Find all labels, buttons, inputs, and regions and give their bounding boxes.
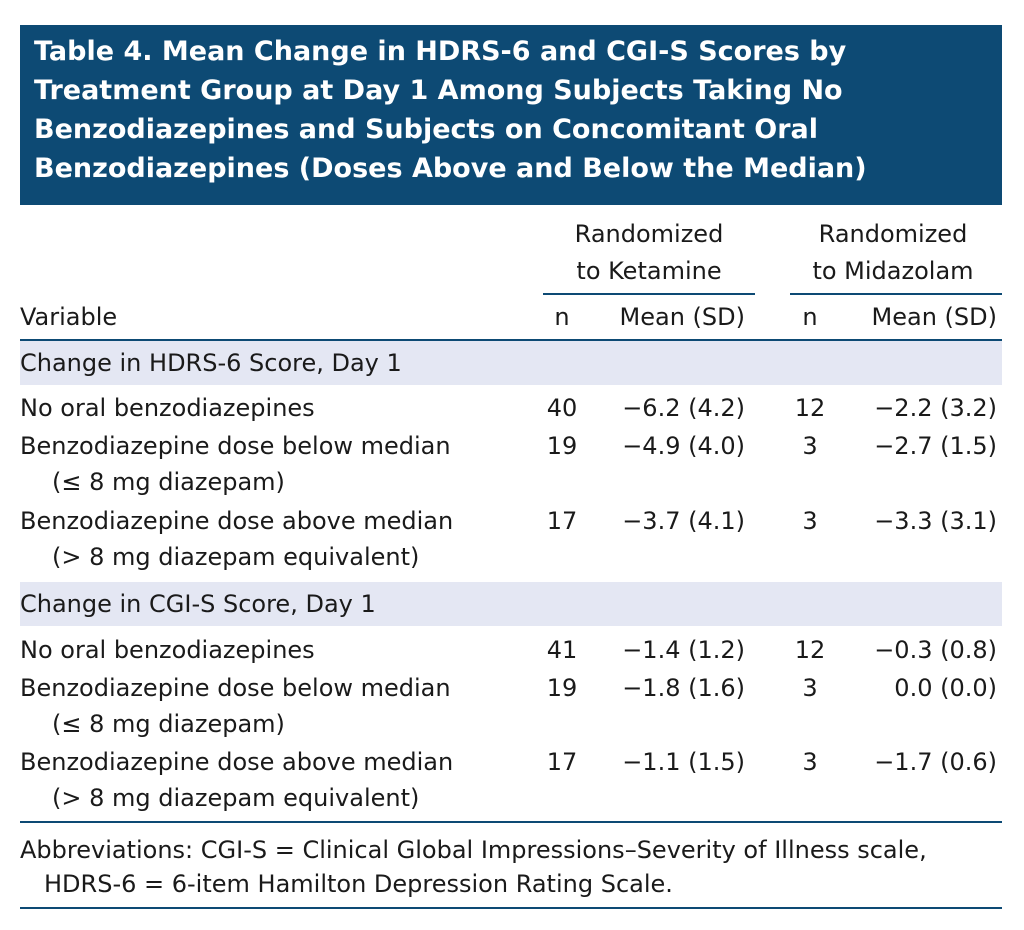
column-header: Variable: [20, 303, 118, 331]
cell: 19: [546, 432, 578, 460]
group-header: to Midazolam: [812, 257, 974, 285]
cell: 12: [794, 636, 826, 664]
column-header: Mean (SD): [619, 303, 745, 331]
header-rule: [20, 339, 1002, 341]
row-label: Benzodiazepine dose above median: [20, 748, 454, 776]
title-line: Table 4. Mean Change in HDRS-6 and CGI-S…: [34, 36, 847, 67]
cell: −3.3 (3.1): [874, 507, 997, 535]
cell: 3: [802, 432, 818, 460]
title-line: Benzodiazepines (Doses Above and Below t…: [34, 153, 867, 184]
group-header: Randomized: [574, 220, 724, 248]
cell: 19: [546, 674, 578, 702]
cell: 12: [794, 394, 826, 422]
row-label: No oral benzodiazepines: [20, 394, 315, 422]
column-header: Mean (SD): [871, 303, 997, 331]
cell: −2.2 (3.2): [874, 394, 997, 422]
section-title: Change in HDRS-6 Score, Day 1: [20, 349, 402, 377]
group-header: Randomized: [818, 220, 968, 248]
cell: −1.8 (1.6): [622, 674, 745, 702]
row-label: No oral benzodiazepines: [20, 636, 315, 664]
cell: 40: [546, 394, 578, 422]
cell: −0.3 (0.8): [874, 636, 997, 664]
row-label: (≤ 8 mg diazepam): [52, 468, 285, 496]
column-header: n: [554, 303, 570, 331]
cell: 0.0 (0.0): [894, 674, 997, 702]
bottom-rule: [20, 907, 1002, 909]
cell: −4.9 (4.0): [622, 432, 745, 460]
row-label: Benzodiazepine dose below median: [20, 432, 451, 460]
row-label: Benzodiazepine dose below median: [20, 674, 451, 702]
group-rule: [543, 293, 755, 295]
cell: 17: [546, 507, 578, 535]
section-title: Change in CGI-S Score, Day 1: [20, 590, 376, 618]
cell: 17: [546, 748, 578, 776]
group-header: to Ketamine: [576, 257, 722, 285]
row-label: (> 8 mg diazepam equivalent): [52, 543, 420, 571]
group-rule: [790, 293, 1002, 295]
cell: −3.7 (4.1): [622, 507, 745, 535]
footnote: HDRS-6 = 6-item Hamilton Depression Rati…: [44, 870, 673, 898]
row-label: Benzodiazepine dose above median: [20, 507, 454, 535]
row-label: (> 8 mg diazepam equivalent): [52, 784, 420, 812]
row-label: (≤ 8 mg diazepam): [52, 710, 285, 738]
title-line: Benzodiazepines and Subjects on Concomit…: [34, 114, 819, 145]
cell: −6.2 (4.2): [622, 394, 745, 422]
footnote: Abbreviations: CGI-S = Clinical Global I…: [20, 836, 927, 864]
cell: 3: [802, 748, 818, 776]
cell: −2.7 (1.5): [874, 432, 997, 460]
body-rule: [20, 821, 1002, 823]
cell: 3: [802, 507, 818, 535]
cell: 3: [802, 674, 818, 702]
cell: −1.7 (0.6): [874, 748, 997, 776]
cell: −1.1 (1.5): [622, 748, 745, 776]
cell: 41: [546, 636, 578, 664]
section-band: [20, 582, 1002, 626]
section-band: [20, 341, 1002, 385]
title-box: Table 4. Mean Change in HDRS-6 and CGI-S…: [20, 25, 1002, 205]
cell: −1.4 (1.2): [622, 636, 745, 664]
column-header: n: [802, 303, 818, 331]
title-line: Treatment Group at Day 1 Among Subjects …: [34, 75, 843, 106]
